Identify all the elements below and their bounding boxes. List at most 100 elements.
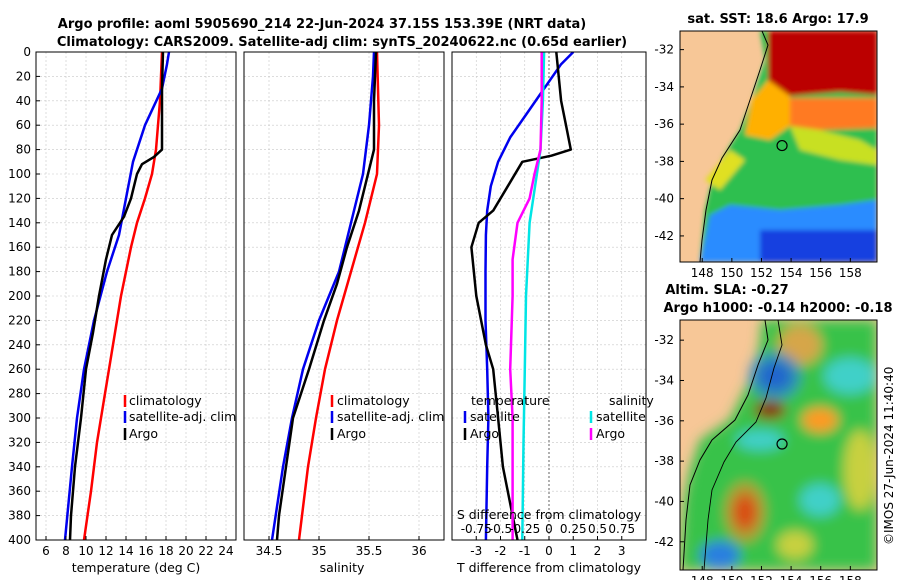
figure-title-line2: Climatology: CARS2009. Satellite-adj cli… [57,35,627,50]
legend-s-argo: Argo [596,426,625,441]
map-x-tick-label: 148 [691,266,714,280]
x-tick-label: 16 [138,544,153,558]
x-tick-label: 6 [42,544,50,558]
legend-satellite: satellite-adj. clim [337,409,444,424]
x-tick-label: -2 [495,544,507,558]
map-x-tick-label: 148 [691,574,714,580]
sla-ocean [680,320,877,570]
legend-climatology: climatology [129,393,202,408]
s-diff-tick-label: 0.5 [588,522,607,536]
temperature-x-axis: 6 8 10 12 14 16 18 20 22 24 [42,536,234,558]
sst-map-field [680,31,877,262]
y-tick-label: 300 [8,411,31,425]
x-tick-label: -1 [519,544,531,558]
x-tick-label: 18 [158,544,173,558]
legend-salinity-title: salinity [609,393,654,408]
imos-timestamp: ©IMOS 27-Jun-2024 11:40:40 [882,367,896,545]
map-x-tick-label: 150 [720,266,743,280]
sst-map-frame [679,30,878,263]
map-y-tick-label: -40 [654,192,674,206]
series-line-argo [68,52,165,540]
figure-title-line1: Argo profile: aoml 5905690_214 22-Jun-20… [58,17,586,32]
sst-map: sat. SST: 18.6 Argo: 17.9 148 150 152 154 15… [654,12,878,280]
temperature-grid [36,52,236,540]
sst-map-x-axis: 148 150 152 154 156 158 [691,258,862,280]
map-y-tick-label: -32 [654,333,674,347]
salinity-frame [243,51,445,541]
salinity-legend: climatology satellite-adj. clim Argo [330,393,444,441]
sla-map-title: Altim. SLA: -0.27 [665,283,788,298]
y-tick-label: 120 [8,191,31,205]
salinity-lines [270,52,381,540]
series-line-salinity-argo [508,52,543,540]
series-line-temperature-satellite [484,52,575,540]
map-x-tick-label: 150 [720,574,743,580]
y-tick-label: 60 [16,118,31,132]
s-diff-tick-label: -0.75 [461,522,492,536]
difference-legend: temperature salinity satellite Argo sate… [463,393,654,441]
series-line-argo [275,52,378,540]
y-tick-label: 0 [23,45,31,59]
x-tick-label: 10 [78,544,93,558]
x-tick-label: 14 [118,544,133,558]
s-difference-x-axis: -0.75-0.5-0.25 0 0.25 0.5 0.75 [461,522,635,536]
legend-t-argo: Argo [470,426,499,441]
legend-s-satellite: satellite [596,409,646,424]
x-tick-label: 8 [62,544,70,558]
y-tick-label: 80 [16,143,31,157]
y-tick-label: 380 [8,509,31,523]
y-tick-label: 20 [16,69,31,83]
s-diff-tick-label: 0.25 [560,522,587,536]
sla-map-frame [679,319,878,571]
y-tick-label: 320 [8,435,31,449]
sst-ocean [700,31,877,262]
map-y-tick-label: -42 [654,535,674,549]
map-y-tick-label: -42 [654,229,674,243]
x-tick-label: 1 [569,544,577,558]
y-tick-label: 160 [8,240,31,254]
series-line-temperature-argo [470,52,573,540]
sst-map-title: sat. SST: 18.6 Argo: 17.9 [687,12,868,27]
legend-temperature-title: temperature [471,393,550,408]
map-x-tick-label: 156 [809,266,832,280]
y-tick-label: 220 [8,313,31,327]
map-y-tick-label: -38 [654,154,674,168]
y-tick-label: 260 [8,362,31,376]
series-line-satellite-adj-clim [270,52,376,540]
x-tick-label: 35.5 [356,544,383,558]
y-tick-label: 340 [8,460,31,474]
y-tick-label: 240 [8,338,31,352]
map-x-tick-label: 152 [750,266,773,280]
sla-1000m-contour [703,320,783,570]
sst-argo-marker [776,139,788,152]
x-tick-label: -3 [470,544,482,558]
x-tick-label: 36 [411,544,426,558]
t-difference-xlabel: T difference from climatology [456,560,642,575]
s-diff-tick-label: -0.5 [489,522,512,536]
sla-map-y-axis: -32 -34 -36 -38 -40 -42 [654,333,684,549]
map-x-tick-label: 158 [839,574,862,580]
y-tick-label: 280 [8,387,31,401]
s-diff-tick-label: -0.25 [509,522,540,536]
legend-argo: Argo [337,426,366,441]
depth-axis: 0 20 40 60 80 100 120 140 160 180 200 220 240 260 280 3… [8,45,40,547]
x-tick-label: 24 [218,544,233,558]
x-tick-label: 20 [178,544,193,558]
sst-map-y-axis: -32 -34 -36 -38 -40 -42 [654,43,684,243]
map-x-tick-label: 158 [839,266,862,280]
map-x-tick-label: 154 [780,574,803,580]
temperature-xlabel: temperature (deg C) [72,560,201,575]
salinity-x-axis: 34.5 35 35.5 36 [256,536,427,558]
series-line-climatology [297,52,381,540]
sla-map-subtitle: Argo h1000: -0.14 h2000: -0.18 [663,301,892,316]
x-tick-label: 35 [311,544,326,558]
difference-lines [470,52,575,540]
series-line-climatology [82,52,164,540]
sla-map-field [680,320,877,570]
legend-argo: Argo [129,426,158,441]
map-y-tick-label: -32 [654,43,674,57]
sst-coastline [699,31,769,262]
x-tick-label: 2 [594,544,602,558]
x-tick-label: 34.5 [256,544,283,558]
